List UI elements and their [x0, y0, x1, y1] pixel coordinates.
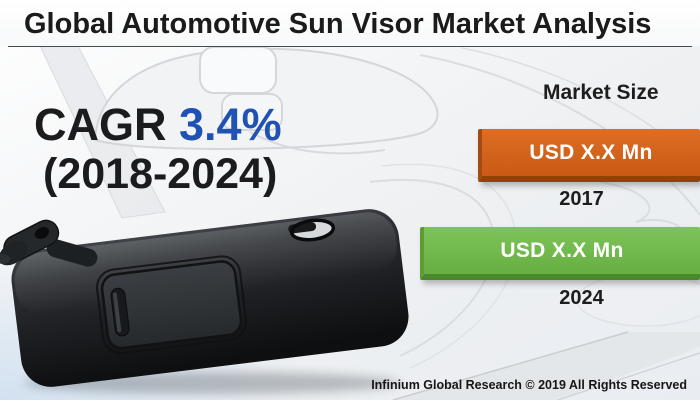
diagonal-ribbon	[393, 332, 700, 400]
bar-2017-value-label: USD X.X Mn	[529, 140, 653, 164]
cagr-line: CAGR 3.4%	[34, 99, 282, 150]
market-size-bar-2017: USD X.X Mn	[478, 129, 700, 182]
market-size-bar-2024: USD X.X Mn	[420, 227, 700, 280]
mirror-cover	[100, 260, 243, 350]
title-underline	[8, 46, 692, 47]
clip-cutout-rim	[289, 218, 336, 242]
sketch-roofline	[419, 54, 700, 216]
bracket-tip	[0, 254, 10, 264]
sketch-curve	[249, 131, 386, 155]
bar-2024-year-label: 2024	[559, 287, 604, 309]
page-title: Global Automotive Sun Visor Market Analy…	[24, 8, 652, 40]
header-strip	[0, 0, 700, 46]
cagr-label: CAGR	[34, 99, 167, 150]
bar-2017-year-label: 2017	[559, 188, 604, 210]
ribbon-edge	[557, 352, 700, 400]
ribbon-edge	[392, 331, 629, 400]
visor-body-group	[11, 209, 409, 387]
sketch-visor-clip	[221, 93, 283, 131]
cagr-callout: CAGR 3.4% (2018-2024)	[34, 99, 282, 199]
mirror-groove	[96, 255, 248, 355]
bar-2024-value-label: USD X.X Mn	[500, 238, 624, 262]
bracket-arm	[46, 239, 98, 267]
cagr-period: (2018-2024)	[43, 150, 278, 199]
footer-copyright: Infinium Global Research © 2019 All Righ…	[371, 378, 687, 392]
cagr-value: 3.4%	[179, 99, 282, 150]
visor-mount-bracket	[0, 219, 98, 267]
slider-highlight	[112, 292, 122, 333]
bracket-hole	[34, 227, 50, 239]
market-size-heading: Market Size	[543, 81, 659, 104]
